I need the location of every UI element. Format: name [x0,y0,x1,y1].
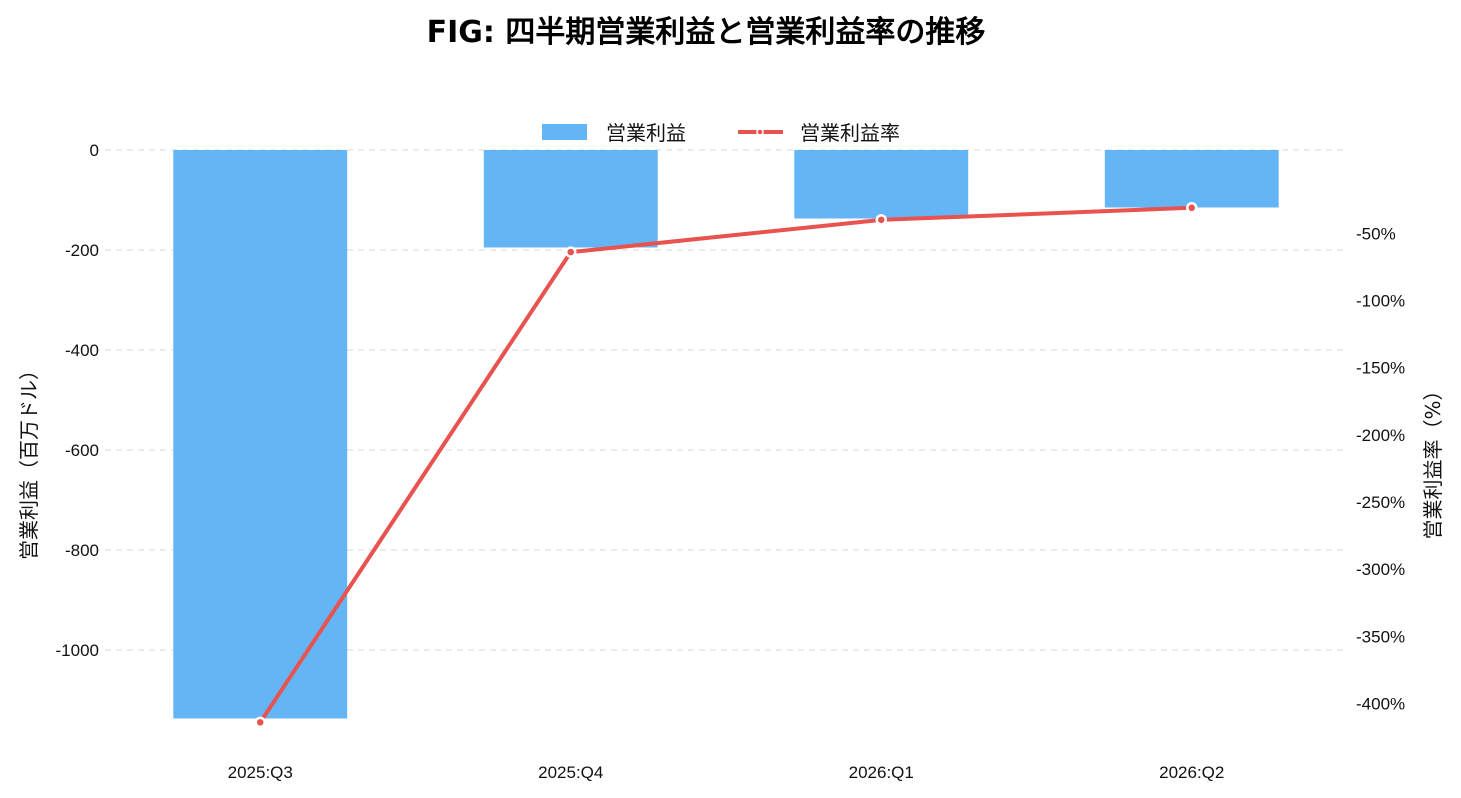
bar [1104,150,1279,208]
bar [483,150,658,248]
x-axis-ticks: 2025:Q3 2025:Q4 2026:Q1 2026:Q2 [228,763,1225,782]
left-axis-label: 営業利益（百万ドル） [17,360,41,560]
legend: 営業利益 営業利益率 [542,121,900,145]
left-tick-label: -600 [65,441,99,460]
left-tick-label: -200 [65,241,99,260]
right-tick-label: -300% [1356,560,1405,579]
legend-swatch-marker [756,128,764,136]
line-point [565,246,577,258]
legend-swatch-bar [542,124,587,140]
series-line [258,205,1194,725]
line-point [1186,202,1198,214]
x-tick-label: 2025:Q4 [538,763,603,782]
right-tick-label: -150% [1356,359,1405,378]
line-point [254,716,266,729]
bar [173,150,348,719]
left-axis-ticks: 0 -200 -400 -600 -800 -1000 [56,141,99,660]
bar-series [173,150,1279,719]
legend-label-line: 営業利益率 [800,121,900,145]
right-tick-label: -350% [1356,627,1405,646]
right-tick-label: -50% [1356,224,1396,243]
chart-title: FIG: 四半期営業利益と営業利益率の推移 [427,15,986,50]
right-tick-label: -400% [1356,695,1405,714]
line-series [254,202,1198,729]
x-tick-label: 2026:Q1 [849,763,914,782]
left-tick-label: -800 [65,541,99,560]
right-tick-label: -250% [1356,493,1405,512]
left-tick-label: -1000 [56,641,99,660]
x-tick-label: 2025:Q3 [228,763,293,782]
left-tick-label: 0 [90,141,99,160]
bar [794,150,969,219]
right-tick-label: -200% [1356,426,1405,445]
right-axis-ticks: -50% -100% -150% -200% -250% -300% -350% -400% [1356,224,1405,713]
x-tick-label: 2026:Q2 [1159,763,1224,782]
left-tick-label: -400 [65,341,99,360]
line-point [875,214,887,226]
right-axis-label: 営業利益率（%） [1421,380,1445,539]
legend-label-bar: 営業利益 [606,121,686,145]
right-tick-label: -100% [1356,291,1405,310]
